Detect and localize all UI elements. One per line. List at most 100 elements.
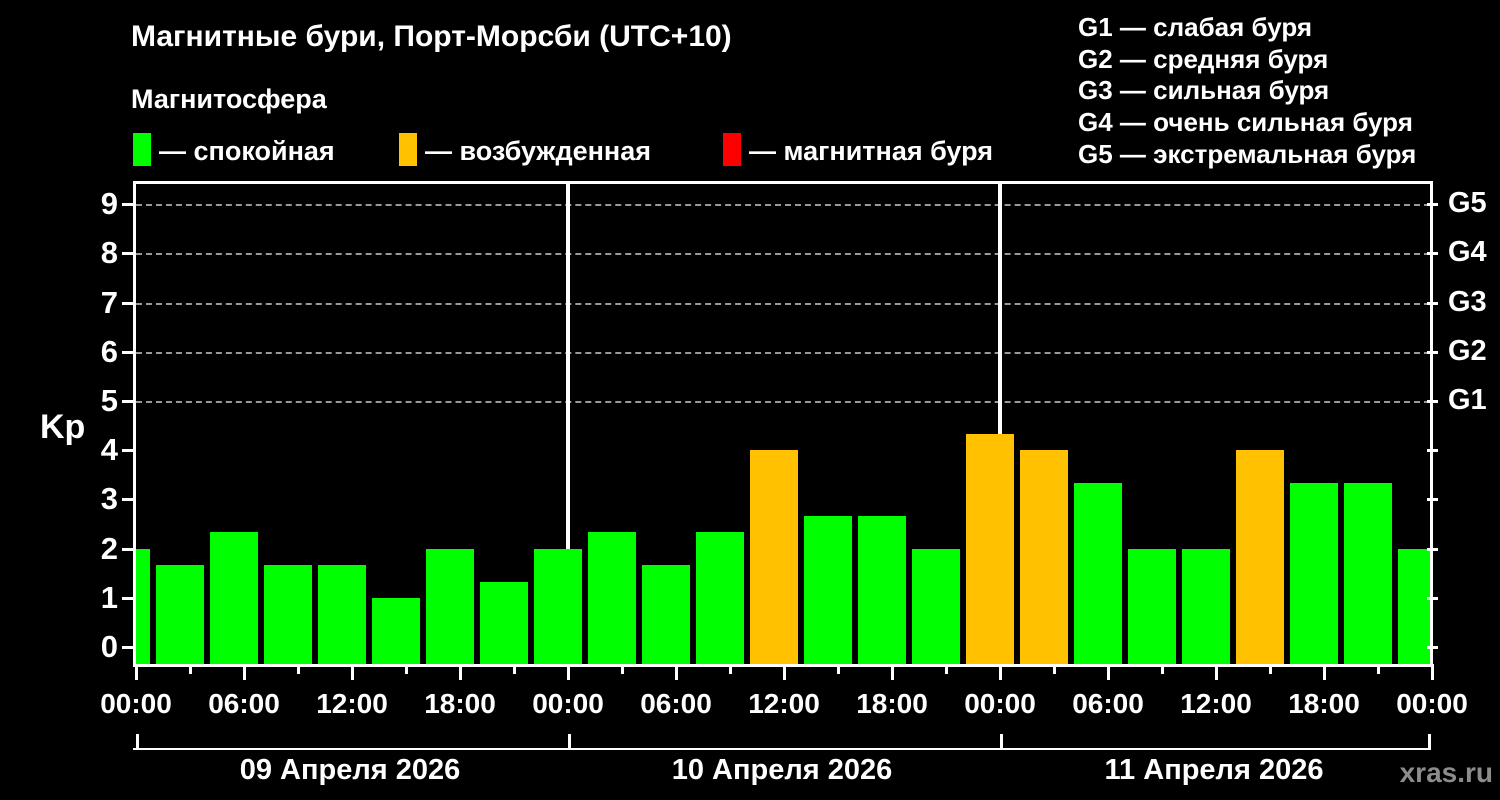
x-tick xyxy=(999,664,1002,680)
day-bracket-line xyxy=(133,748,1431,750)
x-time-label: 06:00 xyxy=(640,688,712,719)
gridline-kp8 xyxy=(136,253,1430,256)
x-time-label: 12:00 xyxy=(748,688,820,719)
y-axis-title: Kp xyxy=(40,408,86,446)
day-bracket-riser xyxy=(1000,734,1003,750)
day-separator xyxy=(566,184,570,664)
y-tick-left xyxy=(122,400,133,403)
x-tick xyxy=(243,664,246,680)
kp-bar xyxy=(858,515,906,664)
kp-bar xyxy=(966,433,1014,664)
x-tick xyxy=(1107,664,1110,680)
y-tick-right xyxy=(1427,646,1438,649)
x-time-label: 18:00 xyxy=(424,688,496,719)
y-tick-right xyxy=(1427,400,1438,403)
watermark: xras.ru xyxy=(1399,757,1493,788)
kp-bar xyxy=(588,532,636,664)
x-tick xyxy=(729,664,732,674)
x-tick xyxy=(297,664,300,674)
x-tick xyxy=(1269,664,1272,674)
kp-bar xyxy=(642,564,690,664)
y-tick-label-9: 9 xyxy=(100,186,118,222)
g-legend-line-2: G2 — средняя буря xyxy=(1078,43,1329,74)
y-tick-label-5: 5 xyxy=(100,383,118,418)
g-legend-line-4: G4 — очень сильная буря xyxy=(1078,107,1413,138)
x-tick xyxy=(567,664,570,680)
y-tick-right xyxy=(1427,301,1438,305)
kp-bar xyxy=(1128,548,1176,664)
x-tick xyxy=(351,664,354,680)
x-tick xyxy=(837,664,840,674)
y-tick-left xyxy=(122,449,133,453)
x-tick xyxy=(621,664,624,674)
y-tick-right xyxy=(1427,449,1438,453)
kp-bar xyxy=(1182,548,1230,664)
y-tick-label-3: 3 xyxy=(100,481,118,517)
x-tick xyxy=(891,664,894,680)
y-tick-left xyxy=(122,203,133,207)
date-label: 09 Апреля 2026 xyxy=(239,754,461,786)
y-tick-right xyxy=(1427,203,1438,207)
kp-bar xyxy=(1344,483,1392,664)
y-tick-left xyxy=(122,498,133,502)
x-tick xyxy=(1377,664,1380,674)
plot-area xyxy=(133,181,1433,667)
y-tick-label-4: 4 xyxy=(100,432,118,468)
y-tick-left xyxy=(122,350,133,354)
kp-bar xyxy=(1020,450,1068,664)
y-tick-right xyxy=(1427,498,1438,502)
gridline-kp7 xyxy=(136,302,1430,305)
chart-subtitle: Магнитосфера xyxy=(131,84,327,114)
kp-bar xyxy=(318,564,366,664)
g-legend-line-1: G1 — слабая буря xyxy=(1078,12,1313,42)
y-tick-left xyxy=(122,596,133,600)
kp-bar xyxy=(1398,548,1430,664)
y-tick-label-1: 1 xyxy=(100,579,118,615)
y-tick-right xyxy=(1427,252,1438,256)
kp-bar xyxy=(426,548,474,664)
right-axis-label-G5: G5 xyxy=(1448,187,1487,220)
x-tick xyxy=(513,664,516,674)
day-bracket-riser xyxy=(1428,734,1431,750)
x-tick xyxy=(1431,664,1434,680)
kp-bar xyxy=(534,548,582,664)
kp-bar xyxy=(156,564,204,664)
excited-swatch xyxy=(399,133,417,166)
y-tick-left xyxy=(122,252,133,256)
x-time-label: 06:00 xyxy=(208,688,280,719)
legend-label-storm: — магнитная буря xyxy=(749,136,993,166)
x-tick xyxy=(135,664,138,680)
day-separator xyxy=(998,184,1002,664)
legend-label-excited: — возбужденная xyxy=(425,136,651,166)
y-tick-left xyxy=(122,547,133,551)
x-tick xyxy=(945,664,948,674)
g-scale-legend: G1 — слабая буря G2 — средняя буря G3 — си… xyxy=(1078,12,1416,171)
kp-bar xyxy=(696,532,744,664)
x-time-label: 18:00 xyxy=(856,688,928,719)
kp-bar xyxy=(1236,450,1284,664)
x-tick xyxy=(189,664,192,674)
right-axis-label-G2: G2 xyxy=(1448,334,1487,367)
gridline-kp9 xyxy=(136,204,1430,207)
y-tick-label-2: 2 xyxy=(100,530,118,566)
x-time-label: 00:00 xyxy=(964,688,1036,719)
x-time-label: 00:00 xyxy=(532,688,604,719)
chart-title: Магнитные бури, Порт-Морсби (UTC+10) xyxy=(131,20,732,53)
gridline-kp6 xyxy=(136,351,1430,354)
x-tick xyxy=(405,664,408,674)
kp-bar xyxy=(912,548,960,664)
y-tick-right xyxy=(1427,547,1438,551)
quiet-swatch xyxy=(133,133,151,166)
y-tick-label-6: 6 xyxy=(100,333,118,369)
day-bracket-riser xyxy=(568,734,571,750)
x-time-label: 00:00 xyxy=(100,688,172,719)
kp-bar xyxy=(264,564,312,664)
y-tick-label-0: 0 xyxy=(100,629,118,664)
day-bracket-riser xyxy=(136,734,139,750)
right-axis-label-G1: G1 xyxy=(1448,384,1487,416)
x-tick xyxy=(1323,664,1326,680)
kp-bar xyxy=(1074,483,1122,664)
y-tick-left xyxy=(122,646,133,649)
x-time-label: 06:00 xyxy=(1072,688,1144,719)
